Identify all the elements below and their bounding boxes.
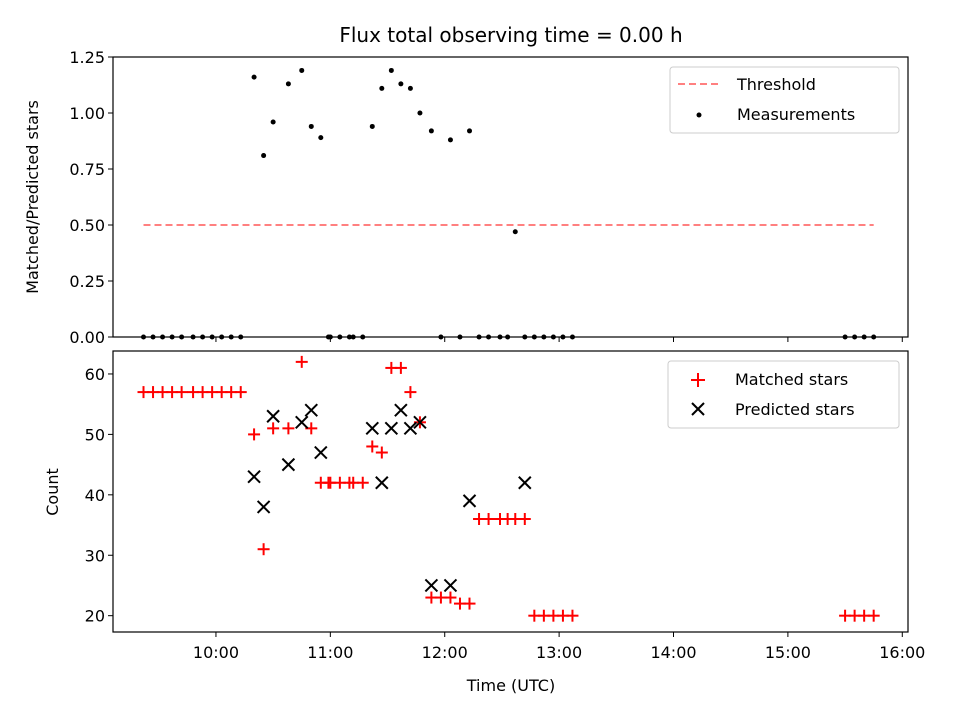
predicted-star-point bbox=[403, 421, 418, 436]
matched-star-point bbox=[482, 512, 495, 525]
predicted-star-point bbox=[424, 578, 439, 593]
predicted-star-point bbox=[462, 494, 477, 508]
bottom-y-tick-label: 40 bbox=[85, 486, 105, 505]
top-y-axis-label: Matched/Predicted stars bbox=[23, 100, 42, 294]
matched-star-point bbox=[356, 476, 369, 489]
measurement-point bbox=[512, 229, 518, 235]
legend-threshold-label: Threshold bbox=[736, 75, 816, 94]
bottom-legend: Matched stars Predicted stars bbox=[667, 360, 900, 429]
bottom-x-tick-label: 16:00 bbox=[879, 643, 925, 662]
predicted-star-point bbox=[266, 409, 280, 423]
measurement-point bbox=[407, 85, 413, 91]
top-y-tick-label: 0.75 bbox=[69, 160, 105, 179]
bottom-axes-frame bbox=[112, 350, 909, 633]
predicted-star-point bbox=[256, 500, 271, 514]
measurement-point bbox=[299, 67, 305, 73]
predicted-star-point bbox=[384, 421, 399, 436]
top-axes-frame bbox=[112, 56, 909, 338]
matched-star-point bbox=[444, 591, 457, 604]
bottom-x-tick-label: 11:00 bbox=[307, 643, 353, 662]
legend-matched-label: Matched stars bbox=[735, 370, 848, 389]
measurement-point bbox=[308, 123, 314, 129]
measurement-point bbox=[251, 74, 257, 80]
top-y-tick-label: 1.25 bbox=[69, 48, 105, 67]
chart-title: Flux total observing time = 0.00 h bbox=[339, 23, 682, 47]
matched-star-point bbox=[404, 386, 417, 399]
measurement-point bbox=[447, 137, 453, 143]
bottom-x-tick-label: 12:00 bbox=[422, 643, 468, 662]
bottom-x-tick-label: 15:00 bbox=[765, 643, 811, 662]
matched-star-point bbox=[282, 422, 295, 435]
top-x-ticks bbox=[215, 337, 903, 342]
matched-star-point bbox=[867, 609, 880, 622]
top-y-tick-label: 0.50 bbox=[69, 216, 105, 235]
matched-star-point bbox=[366, 440, 379, 453]
predicted-star-point bbox=[413, 415, 427, 430]
bottom-x-tick-label: 14:00 bbox=[650, 643, 696, 662]
matched-star-point bbox=[463, 597, 476, 610]
matched-star-point bbox=[175, 386, 188, 399]
top-y-tick-label: 0.25 bbox=[69, 272, 105, 291]
legend-predicted-swatch bbox=[691, 402, 705, 416]
measurement-point bbox=[318, 135, 324, 141]
bottom-x-ticks: 10:00 11:00 12:00 13:00 14:00 15:00 16:00 bbox=[193, 632, 925, 662]
bottom-y-tick-label: 30 bbox=[85, 546, 105, 565]
measurement-point bbox=[428, 128, 434, 134]
matched-star-point bbox=[257, 543, 270, 556]
matched-star-point bbox=[267, 422, 280, 435]
legend-matched-swatch bbox=[691, 373, 705, 387]
top-panel: 0.00 0.25 0.50 0.75 1.00 1.25 Matched/Predict… bbox=[23, 48, 909, 347]
measurement-point bbox=[417, 110, 423, 116]
top-legend-box bbox=[669, 66, 900, 134]
legend-measurements-label: Measurements bbox=[737, 105, 855, 124]
measurement-point bbox=[379, 85, 385, 91]
measurement-point bbox=[270, 119, 276, 125]
predicted-star-point bbox=[394, 403, 408, 417]
predicted-star-point bbox=[314, 445, 328, 460]
measurement-point bbox=[261, 153, 267, 159]
measurement-point bbox=[398, 81, 404, 87]
bottom-x-axis-label: Time (UTC) bbox=[466, 676, 555, 695]
predicted-star-point bbox=[518, 476, 532, 490]
top-y-ticks: 0.00 0.25 0.50 0.75 1.00 1.25 bbox=[69, 48, 113, 347]
predicted-star-point bbox=[247, 469, 261, 484]
bottom-y-ticks: 20 30 40 50 60 bbox=[85, 365, 113, 626]
bottom-y-tick-label: 20 bbox=[85, 607, 105, 626]
matched-star-point bbox=[518, 512, 531, 525]
matched-star-point bbox=[248, 428, 261, 441]
bottom-x-tick-label: 10:00 bbox=[193, 643, 239, 662]
top-y-tick-label: 0.00 bbox=[69, 328, 105, 347]
bottom-panel: 20 30 40 50 60 10:00 11:00 12:00 13:00 14:00 15:0… bbox=[43, 350, 925, 695]
matched-star-point bbox=[295, 355, 308, 368]
measurement-point bbox=[467, 128, 473, 134]
top-legend: Threshold Measurements bbox=[669, 66, 900, 134]
matched-star-point bbox=[234, 386, 247, 399]
top-y-tick-label: 1.00 bbox=[69, 104, 105, 123]
predicted-star-point bbox=[304, 403, 318, 417]
measurement-point bbox=[388, 67, 394, 73]
predicted-star-point bbox=[443, 578, 458, 593]
bottom-y-tick-label: 60 bbox=[85, 365, 105, 384]
bottom-x-tick-label: 13:00 bbox=[536, 643, 582, 662]
bottom-y-tick-label: 50 bbox=[85, 425, 105, 444]
measurement-point bbox=[285, 81, 291, 87]
matched-star-point bbox=[394, 361, 407, 374]
predicted-star-point bbox=[375, 476, 389, 490]
predicted-star-point bbox=[365, 421, 379, 436]
legend-measurements-swatch bbox=[696, 112, 702, 118]
predicted-star-point bbox=[281, 457, 296, 472]
bottom-legend-box bbox=[667, 360, 900, 429]
matched-star-point bbox=[375, 446, 388, 459]
matched-star-point bbox=[566, 609, 579, 622]
predicted-star-point bbox=[295, 415, 309, 430]
legend-predicted-label: Predicted stars bbox=[735, 400, 855, 419]
measurement-point bbox=[369, 123, 375, 129]
bottom-marks bbox=[137, 355, 880, 622]
bottom-y-axis-label: Count bbox=[43, 468, 62, 516]
